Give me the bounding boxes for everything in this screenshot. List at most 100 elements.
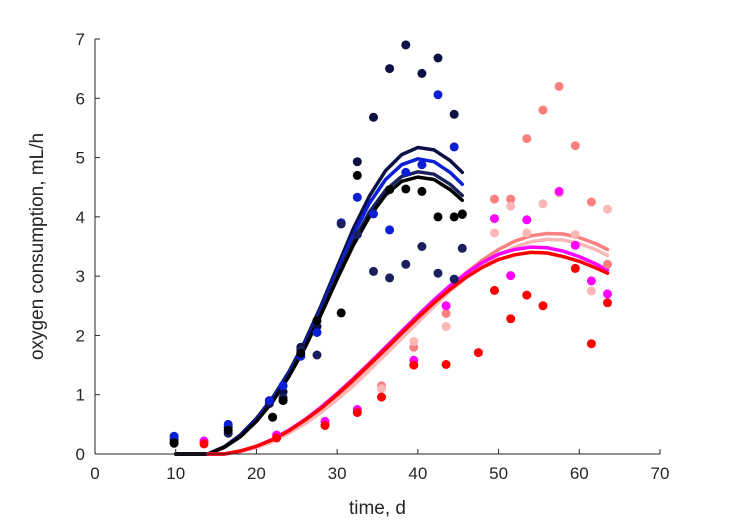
x-tick-label: 0 xyxy=(90,464,99,483)
data-point xyxy=(586,339,596,349)
data-point xyxy=(409,336,419,346)
data-point xyxy=(401,40,411,50)
data-point xyxy=(369,209,378,219)
data-point xyxy=(457,243,467,253)
data-point xyxy=(457,210,467,219)
data-point xyxy=(441,322,451,331)
data-point xyxy=(522,215,532,225)
data-point xyxy=(603,204,612,214)
data-point xyxy=(352,192,362,202)
data-point xyxy=(296,348,306,358)
data-point xyxy=(449,109,459,119)
data-point xyxy=(401,167,411,177)
data-point xyxy=(490,214,499,224)
data-point xyxy=(554,186,564,196)
data-point xyxy=(352,230,362,240)
data-point xyxy=(522,228,532,238)
data-point xyxy=(449,142,459,152)
y-tick-label: 2 xyxy=(76,326,85,345)
data-point xyxy=(603,259,612,269)
data-point xyxy=(199,439,209,449)
x-axis-label: time, d xyxy=(349,498,406,519)
y-tick-label: 3 xyxy=(76,267,85,286)
data-point xyxy=(336,219,346,229)
data-point xyxy=(449,274,459,284)
data-point xyxy=(441,309,451,318)
data-point xyxy=(570,263,580,273)
data-point xyxy=(312,328,322,337)
data-point xyxy=(433,90,443,100)
data-point xyxy=(586,197,596,207)
data-point xyxy=(490,228,499,238)
y-tick-label: 1 xyxy=(76,386,85,405)
data-point xyxy=(433,268,443,278)
data-point xyxy=(603,289,612,299)
data-point xyxy=(401,259,411,269)
data-point xyxy=(506,271,516,281)
data-point xyxy=(441,301,451,311)
data-point xyxy=(223,425,233,435)
data-point xyxy=(268,412,278,422)
data-point xyxy=(506,201,516,211)
data-points xyxy=(169,40,612,449)
data-point xyxy=(603,298,612,308)
y-tick-label: 4 xyxy=(76,208,85,227)
y-tick-label: 6 xyxy=(76,89,85,108)
data-point xyxy=(264,396,274,406)
data-point xyxy=(441,360,451,369)
data-point xyxy=(522,290,532,300)
data-point xyxy=(369,266,378,276)
data-point xyxy=(417,242,427,251)
x-tick-label: 10 xyxy=(166,464,185,483)
data-point xyxy=(272,433,282,443)
data-point xyxy=(586,286,596,296)
data-point xyxy=(169,438,179,448)
data-point xyxy=(586,276,596,286)
data-point xyxy=(538,301,548,311)
x-tick-label: 50 xyxy=(489,464,508,483)
data-point xyxy=(377,384,386,394)
data-point xyxy=(417,186,427,196)
data-point xyxy=(522,134,532,144)
data-point xyxy=(473,348,483,358)
data-point xyxy=(570,240,580,250)
x-tick-label: 20 xyxy=(247,464,266,483)
y-tick-label: 7 xyxy=(76,30,85,49)
y-tick-label: 5 xyxy=(76,149,85,168)
data-point xyxy=(409,360,419,370)
x-tick-label: 30 xyxy=(328,464,347,483)
data-point xyxy=(312,350,322,360)
data-point xyxy=(320,421,330,430)
data-point xyxy=(352,170,362,180)
x-tick-label: 60 xyxy=(570,464,589,483)
y-axis-label: oxygen consumption, mL/h xyxy=(27,133,48,360)
data-point xyxy=(506,194,516,204)
data-point xyxy=(417,68,427,78)
x-tick-label: 70 xyxy=(651,464,670,483)
axes: 0 10 20 30 40 50 60 70 0 1 2 3 4 5 6 7 xyxy=(76,30,670,483)
data-point xyxy=(352,157,362,167)
data-point xyxy=(506,314,516,324)
y-tick-label: 0 xyxy=(76,445,85,464)
data-point xyxy=(385,273,395,283)
data-point xyxy=(377,392,386,402)
data-point xyxy=(401,184,411,194)
data-point xyxy=(417,160,427,170)
data-point xyxy=(385,185,395,195)
data-point xyxy=(278,396,288,406)
data-point xyxy=(538,199,548,209)
data-point xyxy=(369,112,378,122)
data-point xyxy=(490,194,499,204)
data-point xyxy=(570,230,580,240)
data-point xyxy=(352,408,362,417)
data-point xyxy=(538,105,548,115)
data-point xyxy=(449,212,459,222)
data-point xyxy=(433,53,443,63)
data-point xyxy=(278,381,288,391)
x-tick-label: 40 xyxy=(408,464,427,483)
data-point xyxy=(433,212,443,222)
data-point xyxy=(385,225,395,235)
data-point xyxy=(570,141,580,151)
